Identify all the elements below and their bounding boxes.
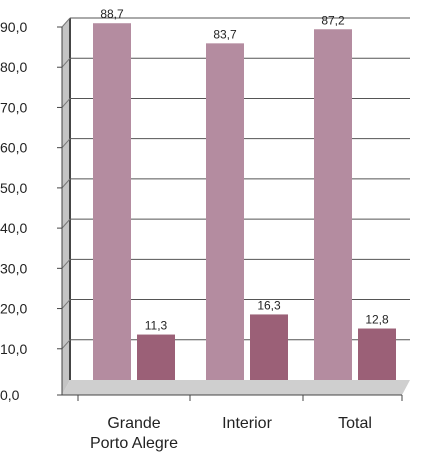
data-label: 16,3 — [257, 298, 281, 312]
data-labels: 88,7 83,7 87,2 11,3 16,3 12,8 — [100, 7, 389, 332]
x-category-label: Total — [338, 415, 372, 432]
y-tick-label: 70,0 — [0, 99, 27, 115]
x-category-label: Porto Alegre — [90, 435, 178, 452]
gridline-depth — [61, 178, 71, 189]
gridline-depth — [61, 259, 71, 269]
y-axis: 0,0 10,0 20,0 30,0 40,0 50,0 60,0 70,0 80,0 90,0 — [0, 19, 63, 403]
gridline-depth — [61, 339, 71, 350]
bar — [314, 29, 352, 381]
plot-side-wall — [62, 18, 70, 395]
x-axis: Grande Porto Alegre Interior Total — [62, 394, 403, 452]
plot-floor — [62, 380, 410, 395]
y-tick-label: 10,0 — [0, 341, 27, 357]
plot-background — [62, 18, 410, 395]
data-label: 83,7 — [213, 27, 237, 41]
gridline-depth — [61, 17, 71, 28]
x-category-label: Interior — [222, 415, 272, 432]
data-label: 87,2 — [321, 13, 345, 27]
bar — [358, 328, 396, 380]
y-tick-label: 80,0 — [0, 59, 27, 75]
y-tick-label: 30,0 — [0, 260, 27, 276]
y-tick-label: 50,0 — [0, 180, 27, 196]
bars — [93, 23, 396, 381]
data-label: 88,7 — [100, 7, 124, 21]
gridline-depth — [61, 299, 71, 309]
bar — [250, 314, 288, 380]
bar — [206, 43, 244, 381]
x-category-label: Grande — [107, 415, 160, 432]
data-label: 11,3 — [145, 319, 168, 333]
bar — [137, 334, 175, 380]
bar — [93, 23, 131, 381]
gridline-depth — [61, 218, 71, 229]
gridline-depth — [61, 98, 71, 108]
y-tick-label: 40,0 — [0, 220, 27, 236]
y-tick-label: 20,0 — [0, 301, 27, 317]
y-tick-label: 0,0 — [0, 387, 20, 403]
y-tick-label: 60,0 — [0, 140, 27, 156]
gridline-depth — [61, 57, 71, 68]
data-label: 12,8 — [365, 313, 389, 327]
gridline-depth — [61, 138, 71, 148]
y-tick-label: 90,0 — [0, 19, 27, 35]
